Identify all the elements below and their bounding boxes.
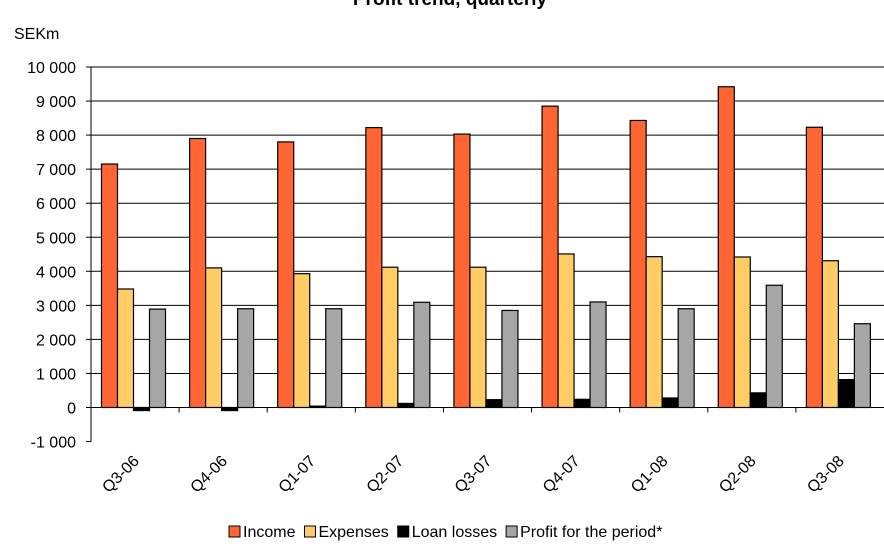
bars [100, 86, 871, 412]
x-tick-label: Q2-08 [716, 453, 760, 497]
y-tick-label: 8 000 [36, 128, 76, 145]
bar-expenses-q4-07 [557, 253, 575, 409]
axes [90, 67, 884, 442]
bar-profit-for-the-period-q3-06 [148, 308, 167, 409]
legend-swatch [397, 525, 410, 538]
legend: Income Expenses Loan losses Profit for the … [228, 524, 662, 541]
x-tick-label: Q1-08 [628, 453, 672, 497]
bar-expenses-q4-06 [205, 267, 223, 409]
bar-expenses-q3-06 [116, 288, 135, 409]
y-tick-label: -1 000 [31, 435, 76, 452]
y-tick-label: 3 000 [36, 298, 76, 315]
y-tick-label: 1 000 [36, 366, 76, 383]
y-tick-label: 0 [67, 401, 76, 418]
bar-loan-losses-q1-08 [661, 397, 679, 409]
legend-label: Expenses [318, 524, 388, 541]
y-tick-label: 2 000 [36, 332, 76, 349]
bar-loan-losses-q3-08 [837, 378, 855, 409]
y-tick-label: 4 000 [36, 264, 76, 281]
bar-income-q1-07 [277, 141, 295, 409]
bar-loan-losses-q4-07 [573, 398, 591, 409]
bar-loan-losses-q3-07 [485, 399, 503, 409]
x-axis-labels: Q3-06 Q4-06 Q1-07 Q2-07 Q3-07 Q4-07 Q1-08 Q2-08… [99, 453, 847, 497]
legend-label: Profit for the period* [520, 524, 662, 541]
bar-profit-for-the-period-q4-07 [589, 301, 607, 409]
bar-income-q4-06 [189, 137, 207, 409]
x-tick-label: Q2-07 [364, 453, 408, 497]
bar-expenses-q3-08 [821, 260, 839, 409]
x-tick-label: Q3-07 [452, 453, 496, 497]
x-tick-label: Q1-07 [276, 453, 320, 497]
bar-income-q3-08 [805, 126, 823, 409]
bar-loan-losses-q2-08 [749, 392, 767, 409]
y-axis-ticks: 10 000 9 000 8 000 7 000 6 000 5 000 4 000 3 00… [27, 60, 91, 452]
legend-label: Income [243, 524, 296, 541]
bar-expenses-q1-07 [293, 273, 311, 409]
y-tick-label: 7 000 [36, 162, 76, 179]
bar-expenses-q1-08 [645, 256, 663, 409]
bar-expenses-q2-07 [381, 266, 399, 409]
x-tick-label: Q3-06 [99, 453, 143, 497]
x-tick-label: Q4-06 [188, 453, 232, 497]
bar-profit-for-the-period-q3-07 [501, 309, 519, 409]
bar-profit-for-the-period-q1-08 [677, 308, 695, 409]
bar-income-q3-07 [453, 133, 471, 409]
bar-income-q2-08 [717, 86, 735, 409]
bar-income-q4-07 [541, 105, 559, 409]
y-axis-unit-label: SEKm [14, 26, 59, 43]
bar-profit-for-the-period-q4-06 [237, 308, 255, 409]
legend-swatch [303, 525, 316, 538]
bar-profit-for-the-period-q3-08 [853, 323, 871, 409]
bar-income-q2-07 [365, 127, 383, 409]
y-tick-label: 6 000 [36, 196, 76, 213]
bar-income-q3-06 [100, 163, 119, 409]
bar-profit-for-the-period-q2-07 [413, 301, 431, 409]
y-tick-label: 10 000 [27, 60, 76, 77]
bar-income-q1-08 [629, 119, 647, 409]
legend-label: Loan losses [412, 524, 497, 541]
legend-swatch [228, 525, 241, 538]
x-tick-label: Q4-07 [540, 453, 584, 497]
bar-expenses-q3-07 [469, 266, 487, 409]
bar-loan-losses-q2-07 [397, 402, 415, 409]
legend-swatch [505, 525, 518, 538]
gridlines [91, 66, 884, 374]
bar-profit-for-the-period-q1-07 [325, 308, 343, 409]
bar-expenses-q2-08 [733, 256, 751, 409]
y-tick-label: 5 000 [36, 230, 76, 247]
bar-profit-for-the-period-q2-08 [765, 284, 783, 409]
y-tick-label: 9 000 [36, 94, 76, 111]
x-tick-label: Q3-08 [804, 453, 848, 497]
chart-title: Profit trend, quarterly [353, 0, 548, 10]
